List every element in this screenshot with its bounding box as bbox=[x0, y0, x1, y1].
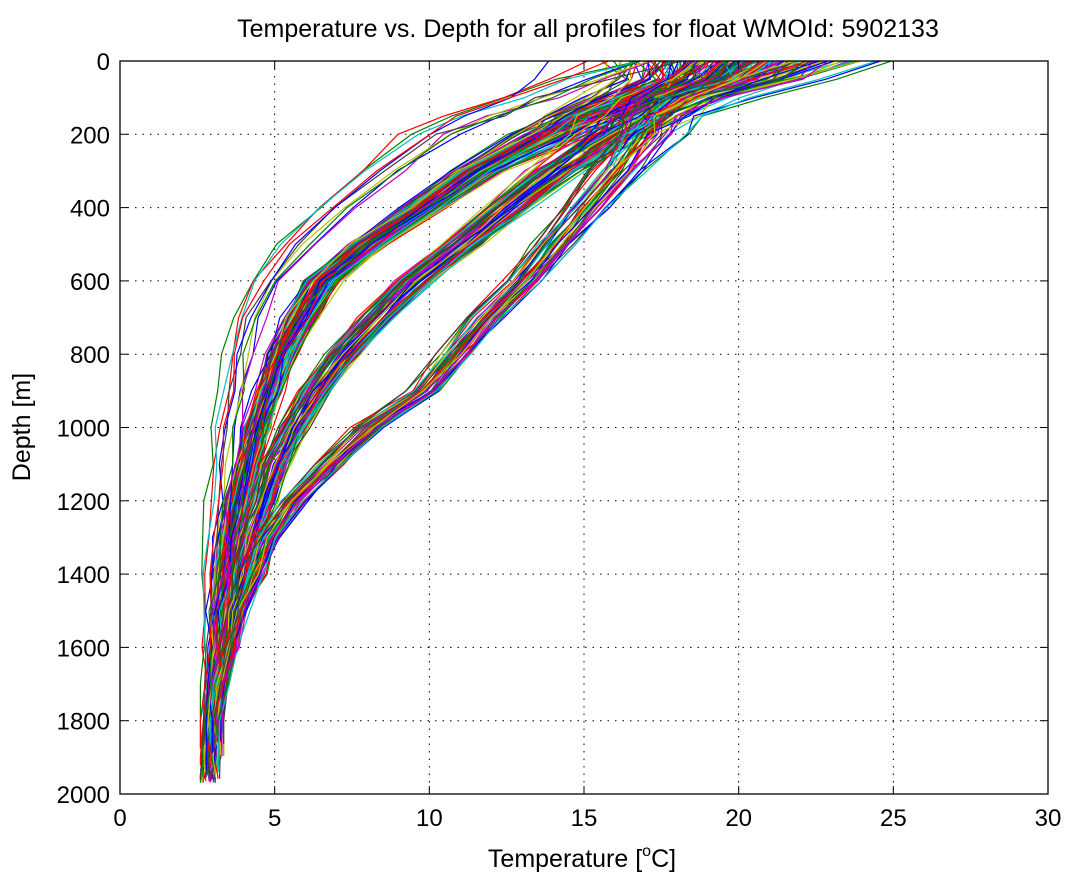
profile-line bbox=[205, 61, 653, 749]
chart-title: Temperature vs. Depth for all profiles f… bbox=[237, 15, 939, 43]
profile-line bbox=[217, 61, 804, 743]
x-tick-label: 10 bbox=[416, 805, 443, 832]
profile-line bbox=[208, 61, 696, 768]
profile-lines bbox=[199, 61, 892, 783]
y-tick-label: 1000 bbox=[57, 416, 110, 443]
profile-line bbox=[205, 61, 683, 778]
profile-line bbox=[207, 61, 697, 758]
profile-line bbox=[208, 61, 670, 779]
profile-line bbox=[212, 61, 733, 756]
profile-line bbox=[201, 61, 641, 777]
profile-line bbox=[208, 61, 812, 775]
profile-line bbox=[213, 61, 657, 753]
profile-line bbox=[199, 61, 609, 749]
y-tick-label: 0 bbox=[97, 49, 110, 76]
y-tick-label: 800 bbox=[70, 342, 110, 369]
x-tick-label: 20 bbox=[725, 805, 752, 832]
profile-line bbox=[215, 61, 752, 740]
y-tick-label: 600 bbox=[70, 269, 110, 296]
x-tick-label: 30 bbox=[1035, 805, 1062, 832]
y-tick-label: 2000 bbox=[57, 782, 110, 809]
profile-line bbox=[210, 61, 797, 775]
profile-line bbox=[212, 61, 702, 750]
y-tick-label: 1200 bbox=[57, 489, 110, 516]
profile-line bbox=[213, 61, 729, 752]
y-tick-label: 1800 bbox=[57, 709, 110, 736]
profile-line bbox=[199, 61, 641, 748]
profile-line bbox=[220, 61, 829, 757]
x-axis-label: Temperature [oC] bbox=[488, 843, 676, 873]
y-tick-label: 400 bbox=[70, 196, 110, 223]
profile-line bbox=[203, 61, 649, 767]
profile-line bbox=[199, 61, 682, 779]
x-tick-label: 5 bbox=[268, 805, 281, 832]
grid-lines bbox=[120, 61, 1048, 794]
y-tick-labels: 0 200 400 600 800 1000 1200 1400 1600 1800 2000 bbox=[57, 49, 110, 809]
profile-line bbox=[204, 61, 698, 762]
profile-line bbox=[203, 61, 705, 743]
profile-line bbox=[212, 61, 768, 778]
x-tick-label: 15 bbox=[571, 805, 598, 832]
x-tick-label: 25 bbox=[880, 805, 907, 832]
axis-ticks bbox=[119, 60, 1049, 795]
y-tick-label: 200 bbox=[70, 122, 110, 149]
profile-line bbox=[217, 61, 877, 771]
x-tick-labels: 0 5 10 15 20 25 30 bbox=[113, 805, 1061, 832]
profile-line bbox=[199, 61, 682, 783]
profile-line bbox=[210, 61, 689, 748]
profile-line bbox=[211, 61, 718, 750]
profile-line bbox=[213, 61, 672, 758]
y-axis-label: Depth [m] bbox=[8, 373, 36, 481]
profile-line bbox=[211, 61, 664, 783]
profile-line bbox=[199, 61, 641, 772]
y-tick-label: 1600 bbox=[57, 635, 110, 662]
profile-line bbox=[210, 61, 674, 771]
x-tick-label: 0 bbox=[113, 805, 126, 832]
y-tick-label: 1400 bbox=[57, 562, 110, 589]
profile-line bbox=[208, 61, 651, 740]
profile-line bbox=[211, 61, 664, 767]
